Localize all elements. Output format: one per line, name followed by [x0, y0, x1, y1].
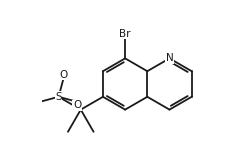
Text: O: O — [60, 70, 68, 80]
Text: N: N — [166, 53, 173, 63]
Text: Br: Br — [120, 29, 131, 39]
Text: S: S — [55, 92, 62, 102]
Text: O: O — [73, 100, 81, 110]
